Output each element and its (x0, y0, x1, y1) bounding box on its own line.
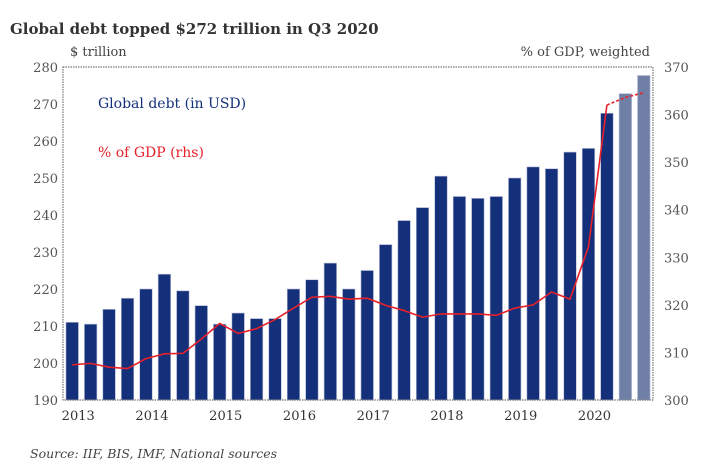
debt-bar (545, 168, 559, 401)
debt-bar (305, 279, 319, 401)
debt-bar (415, 207, 430, 401)
debt-bar (250, 318, 264, 401)
debt-bar (323, 262, 337, 401)
right-tick-label: 330 (664, 251, 689, 266)
debt-bar (581, 148, 596, 401)
left-axis-label: $ trillion (70, 45, 127, 60)
left-tick-label: 280 (33, 61, 58, 76)
left-tick-label: 240 (33, 209, 58, 224)
left-tick-label: 230 (33, 246, 58, 261)
gdp-line-solid (72, 104, 608, 370)
debt-bar (342, 288, 356, 401)
year-label: 2017 (357, 409, 390, 424)
right-axis-ticks: 300 310 320 330 340 350 360 370 (664, 61, 689, 409)
debt-bar (379, 244, 393, 401)
debt-bar (452, 196, 466, 401)
debt-bar (194, 305, 208, 401)
debt-bar (489, 196, 503, 401)
x-axis-years: 2013 2014 2015 2016 2017 2018 2019 2020 (62, 409, 611, 424)
source-note: Source: IIF, BIS, IMF, National sources (30, 446, 277, 461)
debt-bar (65, 321, 79, 401)
gdp-line-dashed (606, 91, 644, 106)
right-tick-label: 320 (664, 299, 689, 314)
gdp-line (72, 91, 644, 370)
debt-bar (84, 323, 98, 401)
debt-bar (139, 288, 153, 401)
right-tick-label: 360 (664, 109, 689, 124)
debt-bar (360, 270, 374, 401)
debt-bar (600, 112, 614, 401)
left-tick-label: 260 (33, 135, 58, 150)
debt-bar (102, 309, 116, 401)
debt-bar-estimate (618, 93, 632, 401)
left-axis-ticks: 190 200 210 220 230 240 250 260 270 280 (33, 61, 58, 409)
debt-bar (434, 175, 448, 401)
left-tick-label: 200 (33, 357, 58, 372)
debt-bar (563, 151, 577, 401)
left-tick-label: 270 (33, 98, 58, 113)
right-tick-label: 300 (664, 394, 689, 409)
debt-bar (231, 312, 245, 401)
debt-bar (120, 297, 135, 401)
debt-bar (268, 318, 282, 401)
bars (65, 75, 651, 401)
left-tick-label: 250 (33, 172, 58, 187)
right-tick-label: 350 (664, 156, 689, 171)
right-axis-label: % of GDP, weighted (521, 45, 650, 60)
left-tick-label: 220 (33, 283, 58, 298)
right-tick-label: 370 (664, 61, 689, 76)
year-label: 2020 (578, 409, 611, 424)
debt-bar (508, 177, 522, 401)
debt-bar-estimate (637, 75, 651, 401)
right-tick-label: 340 (664, 204, 689, 219)
right-tick-label: 310 (664, 346, 689, 361)
year-label: 2018 (430, 409, 463, 424)
chart-title: Global debt topped $272 trillion in Q3 2… (10, 20, 379, 38)
year-label: 2013 (62, 409, 95, 424)
debt-bar (157, 273, 171, 401)
debt-bar (526, 166, 540, 401)
left-tick-label: 190 (33, 394, 58, 409)
debt-bar (176, 290, 190, 401)
legend-gdp: % of GDP (rhs) (98, 145, 204, 161)
debt-bar (213, 323, 227, 401)
year-label: 2019 (504, 409, 537, 424)
debt-bar (471, 198, 485, 401)
year-label: 2015 (209, 409, 242, 424)
left-tick-label: 210 (33, 320, 58, 335)
year-label: 2016 (283, 409, 316, 424)
plot-frame (62, 66, 654, 401)
legend-debt: Global debt (in USD) (98, 96, 246, 112)
year-label: 2014 (135, 409, 168, 424)
